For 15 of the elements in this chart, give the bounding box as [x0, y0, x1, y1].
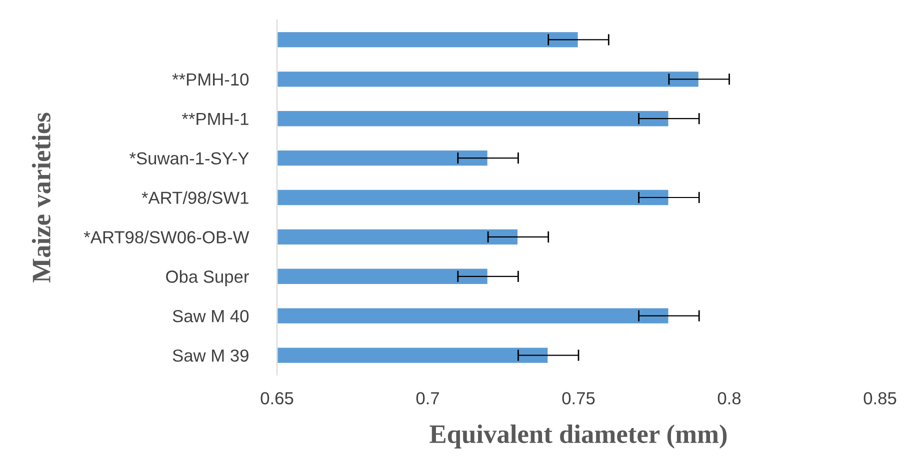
y-tick-label: *ART/98/SW1 [142, 191, 248, 204]
y-tick-label: Oba Super [166, 270, 249, 286]
x-tick-label: 0.65 [260, 392, 294, 404]
y-tick-label: *ART98/SW06-OB-W [84, 230, 250, 244]
y-tick-label: **PMH-1 [182, 112, 248, 125]
y-tick-label: **PMH-10 [172, 73, 249, 86]
x-tick-label: 0.85 [864, 392, 896, 404]
y-tick-label: Saw M 39 [172, 349, 248, 362]
x-tick-label: 0.7 [416, 392, 439, 404]
x-tick-label: 0.75 [562, 392, 595, 404]
y-tick-label: Saw M 40 [172, 310, 249, 322]
y-tick-label: *Suwan-1-SY-Y [130, 152, 249, 165]
y-axis-title: Maize varieties [32, 112, 50, 282]
x-tick-label: 0.8 [718, 392, 741, 404]
x-axis-title: Equivalent diameter (mm) [430, 424, 727, 448]
